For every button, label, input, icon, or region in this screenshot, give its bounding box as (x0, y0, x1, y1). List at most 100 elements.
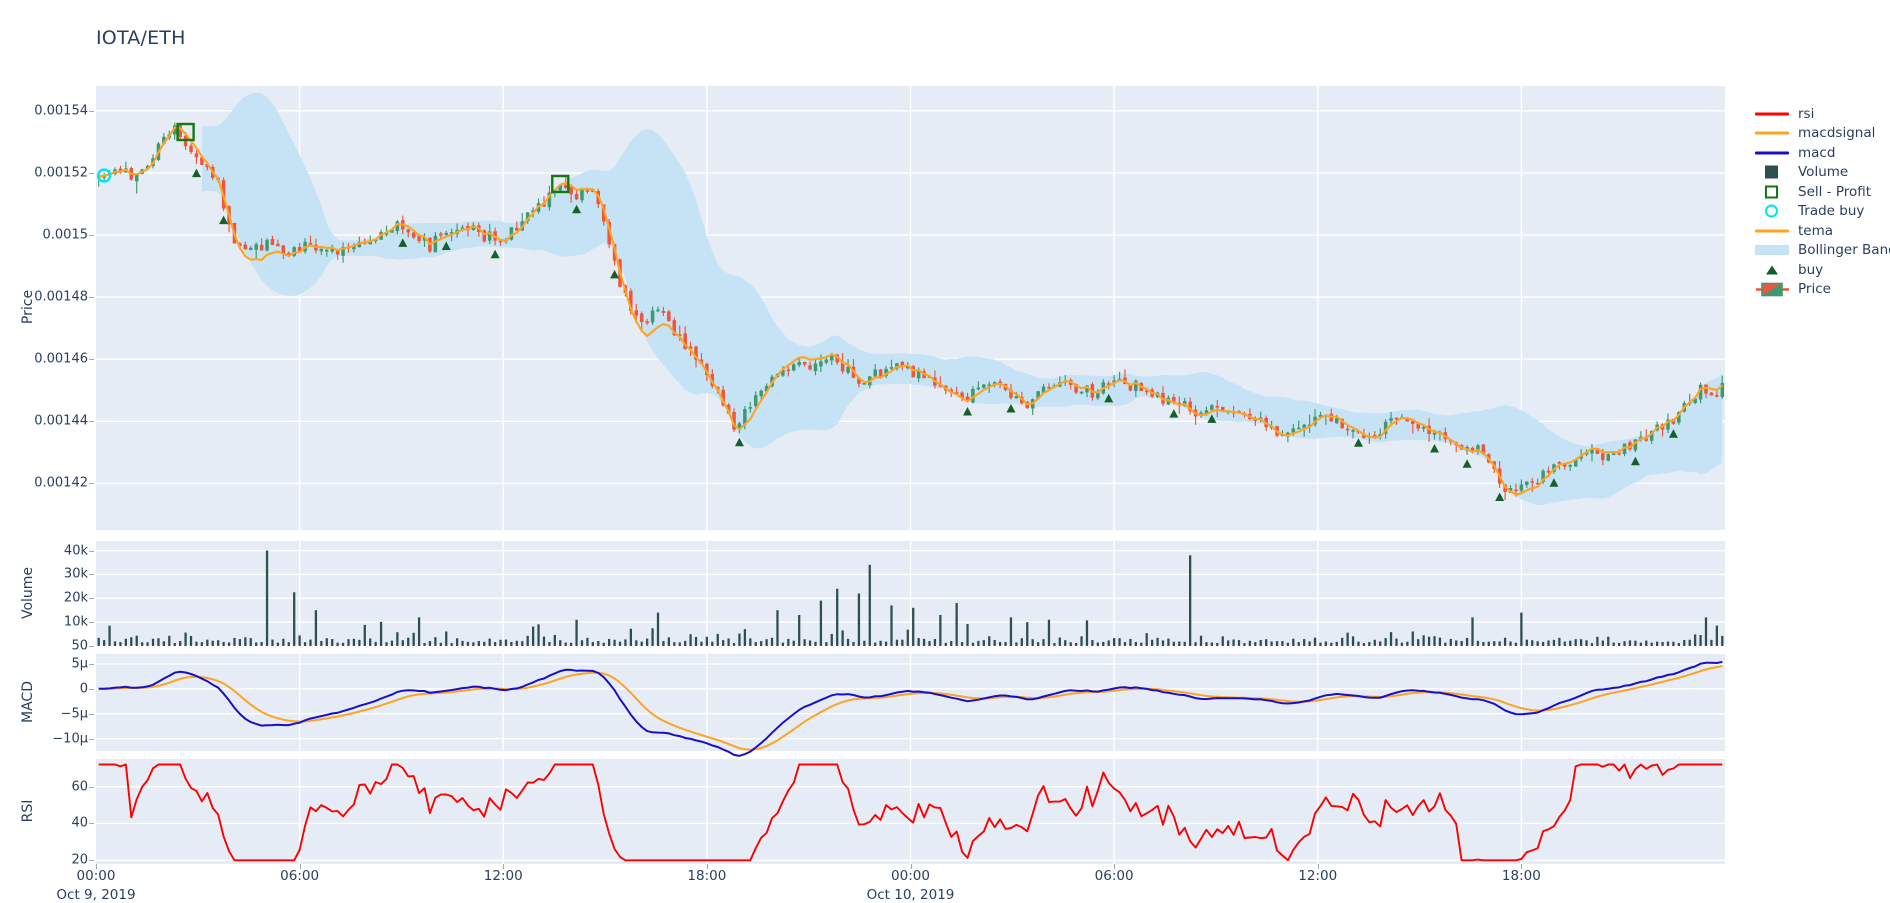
legend-line-swatch-icon (1755, 112, 1789, 116)
ytick-mark (89, 550, 94, 552)
ytick-macd-1: 0 (79, 681, 88, 697)
legend-line-swatch-icon (1755, 151, 1789, 155)
ytick-mark (89, 172, 94, 174)
legend-label: Volume (1798, 164, 1849, 181)
ytick-price-5: 0.00144 (34, 413, 88, 429)
ytick-mark (89, 598, 94, 600)
ytick-price-0: 0.00154 (34, 103, 88, 119)
ytick-volume-3: 10k (63, 614, 88, 630)
legend-item-macdsignal[interactable]: macdsignal (1752, 124, 1890, 144)
legend-label: macdsignal (1798, 125, 1876, 142)
legend-item-buy[interactable]: buy (1752, 260, 1890, 280)
legend-candlestick-icon (1756, 282, 1789, 296)
legend-item-trade-buy[interactable]: Trade buy (1752, 202, 1890, 222)
legend-item-price[interactable]: Price (1752, 280, 1890, 300)
xtick-mark (1114, 864, 1116, 869)
xtick-5: 06:00 (1094, 868, 1134, 884)
ytick-macd-3: −10µ (52, 731, 88, 747)
xtick-3: 18:00 (687, 868, 727, 884)
xtick-1: 06:00 (280, 868, 320, 884)
xtick-7: 18:00 (1501, 868, 1541, 884)
legend-label: Price (1798, 281, 1831, 298)
legend-item-macd[interactable]: macd (1752, 143, 1890, 163)
legend-item-bollinger-band[interactable]: Bollinger Band (1752, 241, 1890, 261)
xtick-mark (299, 864, 301, 869)
axis-title-volume: Volume (20, 566, 36, 619)
page-title: IOTA/ETH (96, 27, 186, 49)
volume-plot (96, 541, 1725, 647)
legend-label: Sell - Profit (1798, 183, 1872, 200)
legend-open-circle-icon (1765, 204, 1778, 218)
legend-label: macd (1798, 144, 1836, 161)
macd-panel (96, 654, 1725, 757)
legend-line-swatch-icon (1755, 131, 1789, 135)
xtick-mark (910, 864, 912, 869)
legend-open-square-icon (1765, 185, 1778, 199)
legend-label: tema (1798, 222, 1834, 239)
legend-label: Trade buy (1798, 203, 1865, 220)
ytick-mark (89, 359, 94, 361)
xtick-mark (1521, 864, 1523, 869)
xtick-4: 00:00 (891, 868, 930, 884)
ytick-mark (89, 645, 94, 647)
ytick-price-1: 0.00152 (34, 165, 88, 181)
ytick-volume-0: 40k (63, 543, 88, 559)
ytick-mark (89, 688, 94, 690)
legend-band-swatch-icon (1755, 245, 1789, 256)
price-panel (96, 86, 1725, 530)
ytick-mark (89, 663, 94, 665)
ytick-macd-0: 5µ (71, 656, 88, 672)
ytick-mark (89, 713, 94, 715)
volume-panel (96, 541, 1725, 647)
legend-label: rsi (1798, 105, 1815, 122)
ytick-macd-2: −5µ (60, 706, 88, 722)
ytick-mark (89, 110, 94, 112)
ytick-mark (89, 297, 94, 299)
xtick-mark (503, 864, 505, 869)
xtick-date-4: Oct 10, 2019 (866, 887, 955, 903)
legend-line-swatch-icon (1755, 229, 1789, 233)
legend-item-volume[interactable]: Volume (1752, 163, 1890, 183)
ytick-mark (89, 738, 94, 740)
xtick-0: 00:00 (76, 868, 116, 884)
xtick-mark (706, 864, 708, 869)
ytick-mark (89, 823, 94, 825)
ytick-mark (89, 483, 94, 485)
xtick-date-0: Oct 9, 2019 (56, 887, 136, 903)
xtick-mark (1317, 864, 1319, 869)
rsi-panel (96, 759, 1725, 864)
rsi-plot (96, 759, 1725, 864)
ytick-price-4: 0.00146 (34, 351, 88, 367)
ytick-rsi-2: 20 (71, 852, 88, 868)
ytick-price-6: 0.00142 (34, 475, 88, 491)
ytick-mark (89, 574, 94, 576)
ytick-volume-1: 30k (63, 566, 88, 582)
legend-item-rsi[interactable]: rsi (1752, 104, 1890, 124)
ytick-volume-4: 50 (71, 638, 88, 654)
legend-square-icon (1765, 165, 1778, 179)
legend-triangle-up-icon (1766, 265, 1778, 275)
ytick-mark (89, 235, 94, 237)
ytick-mark (89, 860, 94, 862)
ytick-price-3: 0.00148 (34, 289, 88, 305)
ytick-mark (89, 622, 94, 624)
xtick-mark (96, 864, 97, 869)
legend-label: Bollinger Band (1798, 242, 1890, 259)
axis-title-macd: MACD (20, 680, 36, 723)
ytick-rsi-1: 40 (71, 815, 88, 831)
ytick-mark (89, 786, 94, 788)
axis-title-price: Price (20, 289, 36, 325)
macd-plot (96, 654, 1725, 757)
legend-item-sell-profit[interactable]: Sell - Profit (1752, 182, 1890, 202)
legend-item-tema[interactable]: tema (1752, 221, 1890, 241)
ytick-price-2: 0.0015 (42, 227, 89, 243)
ytick-mark (89, 421, 94, 423)
xtick-2: 12:00 (483, 868, 523, 884)
ytick-rsi-0: 60 (71, 779, 88, 795)
legend-label: buy (1798, 261, 1824, 278)
ytick-volume-2: 20k (63, 590, 88, 606)
xtick-6: 12:00 (1298, 868, 1338, 884)
chart-legend: rsi macdsignal macd Volume Sell - Profit Trad… (1752, 104, 1890, 299)
price-plot (96, 86, 1725, 530)
axis-title-rsi: RSI (20, 799, 36, 822)
